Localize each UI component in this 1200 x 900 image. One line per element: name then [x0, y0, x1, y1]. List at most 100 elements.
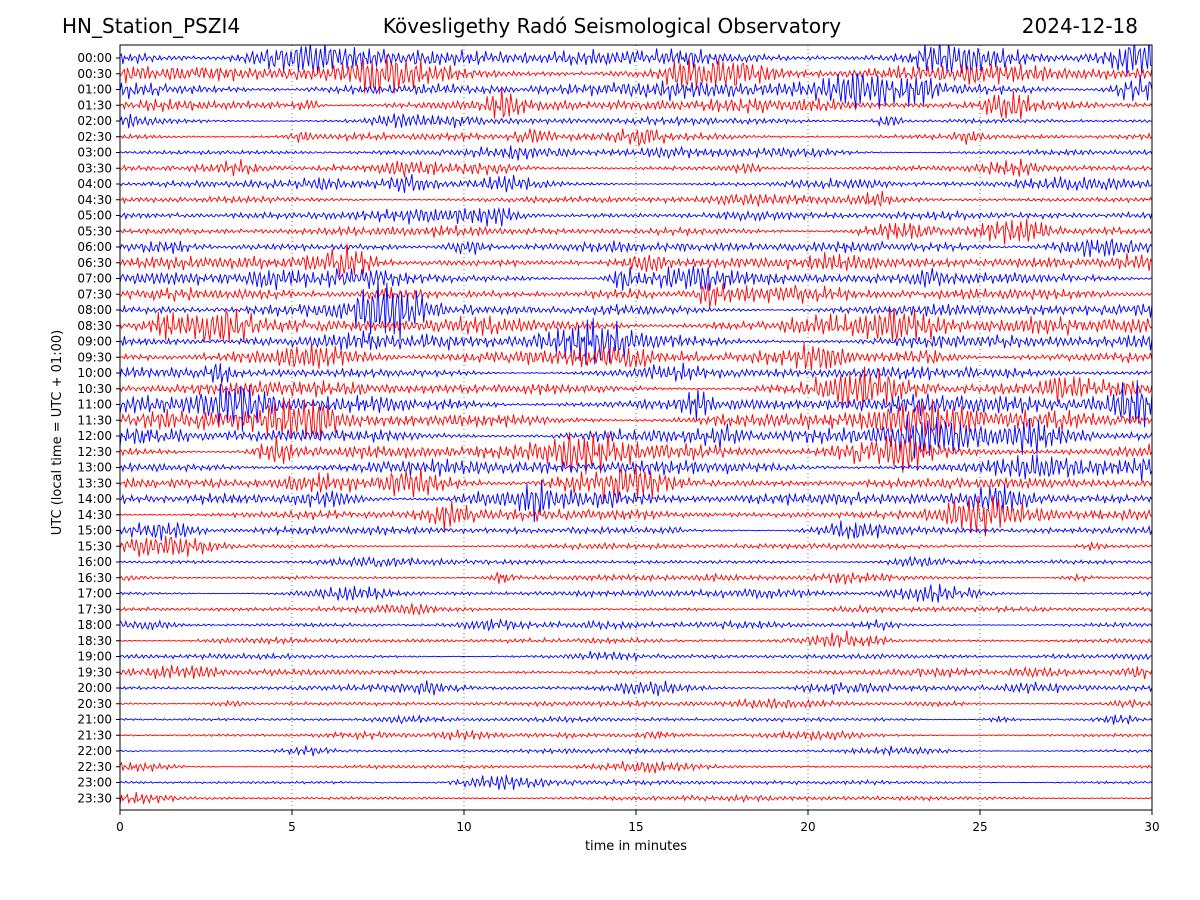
y-tick-label: 12:00	[77, 429, 112, 443]
trace-row-1000	[120, 362, 1152, 384]
y-tick-label: 22:30	[77, 760, 112, 774]
trace-row-1900	[120, 651, 1152, 662]
trace-row-0800	[120, 278, 1152, 341]
trace-row-0730	[120, 282, 1152, 308]
observatory-title: Kövesligethy Radó Seismological Observat…	[382, 14, 842, 38]
trace-row-2030	[120, 697, 1152, 710]
y-tick-label: 00:00	[77, 51, 112, 65]
station-title: HN_Station_PSZI4	[62, 14, 241, 38]
x-tick-label: 0	[116, 820, 124, 834]
trace-row-1730	[120, 603, 1152, 616]
trace-row-0830	[120, 307, 1152, 343]
x-axis-label: time in minutes	[585, 839, 687, 854]
trace-row-1330	[120, 465, 1152, 504]
y-tick-label: 17:00	[77, 587, 112, 601]
trace-row-0030	[120, 54, 1152, 95]
trace-row-0300	[120, 145, 1152, 161]
y-tick-label: 03:30	[77, 161, 112, 175]
y-tick-label: 00:30	[77, 67, 112, 81]
y-tick-label: 14:00	[77, 492, 112, 506]
y-tick-label: 15:00	[77, 524, 112, 538]
y-tick-label: 13:30	[77, 476, 112, 490]
trace-row-1630	[120, 572, 1152, 585]
y-tick-label: 06:00	[77, 240, 112, 254]
trace-row-1430	[120, 495, 1152, 537]
trace-row-1030	[120, 366, 1152, 408]
y-tick-label: 01:00	[77, 83, 112, 97]
trace-row-0400	[120, 174, 1152, 193]
trace-row-2100	[120, 714, 1152, 725]
seismic-traces	[120, 45, 1152, 805]
y-tick-label: 19:30	[77, 665, 112, 679]
y-tick-label: 08:00	[77, 303, 112, 317]
trace-row-2300	[120, 774, 1152, 790]
trace-row-0130	[120, 86, 1152, 120]
x-tick-label: 30	[1144, 820, 1159, 834]
date-title: 2024-12-18	[1021, 14, 1138, 38]
y-tick-label: 16:30	[77, 571, 112, 585]
y-tick-label: 21:00	[77, 713, 112, 727]
y-tick-label: 05:30	[77, 224, 112, 238]
y-tick-label: 19:00	[77, 650, 112, 664]
x-tick-label: 5	[288, 820, 296, 834]
x-tick-label: 20	[800, 820, 815, 834]
trace-row-1100	[120, 380, 1152, 432]
y-tick-label: 08:30	[77, 319, 112, 333]
x-tick-labels: 0 5 10 15 20 25 30	[116, 810, 1160, 834]
y-tick-label: 15:30	[77, 539, 112, 553]
trace-row-0500	[120, 206, 1152, 227]
trace-row-0330	[120, 158, 1152, 178]
y-tick-label: 09:00	[77, 335, 112, 349]
y-tick-label: 16:00	[77, 555, 112, 569]
trace-row-0630	[120, 243, 1152, 277]
y-tick-label: 11:30	[77, 413, 112, 427]
y-tick-label: 01:30	[77, 98, 112, 112]
y-tick-label: 10:30	[77, 382, 112, 396]
y-tick-label: 06:30	[77, 256, 112, 270]
y-tick-label: 17:30	[77, 602, 112, 616]
trace-row-1200	[120, 415, 1152, 459]
trace-row-1800	[120, 617, 1152, 632]
y-tick-label: 12:30	[77, 445, 112, 459]
y-tick-label: 04:30	[77, 193, 112, 207]
trace-row-0100	[120, 72, 1152, 110]
trace-row-0700	[120, 266, 1152, 291]
y-tick-label: 10:00	[77, 366, 112, 380]
trace-row-0430	[120, 190, 1152, 208]
trace-row-1700	[120, 583, 1152, 603]
y-tick-label: 23:30	[77, 791, 112, 805]
trace-row-2330	[120, 792, 1152, 805]
trace-row-0530	[120, 218, 1152, 245]
y-tick-label: 05:00	[77, 209, 112, 223]
y-tick-label: 03:00	[77, 146, 112, 160]
y-tick-label: 23:00	[77, 776, 112, 790]
trace-row-2230	[120, 761, 1152, 774]
y-tick-label: 07:00	[77, 272, 112, 286]
trace-row-1400	[120, 479, 1152, 523]
y-tick-label: 09:30	[77, 350, 112, 364]
y-tick-label: 18:30	[77, 634, 112, 648]
y-tick-label: 20:30	[77, 697, 112, 711]
trace-row-1500	[120, 520, 1152, 541]
trace-row-0900	[120, 317, 1152, 366]
y-tick-label: 13:00	[77, 461, 112, 475]
trace-row-1300	[120, 454, 1152, 482]
trace-row-1130	[120, 397, 1152, 442]
y-tick-label: 20:00	[77, 681, 112, 695]
trace-row-0930	[120, 342, 1152, 371]
trace-row-1600	[120, 555, 1152, 568]
x-tick-label: 15	[628, 820, 643, 834]
trace-row-1930	[120, 664, 1152, 680]
y-tick-label: 14:30	[77, 508, 112, 522]
y-tick-label: 21:30	[77, 728, 112, 742]
x-tick-label: 10	[456, 820, 471, 834]
y-tick-label: 04:00	[77, 177, 112, 191]
trace-row-2130	[120, 729, 1152, 742]
trace-row-0600	[120, 238, 1152, 258]
y-tick-label: 18:00	[77, 618, 112, 632]
y-tick-label: 11:00	[77, 398, 112, 412]
trace-row-1530	[120, 535, 1152, 557]
trace-row-1230	[120, 431, 1152, 475]
trace-row-2200	[120, 745, 1152, 757]
